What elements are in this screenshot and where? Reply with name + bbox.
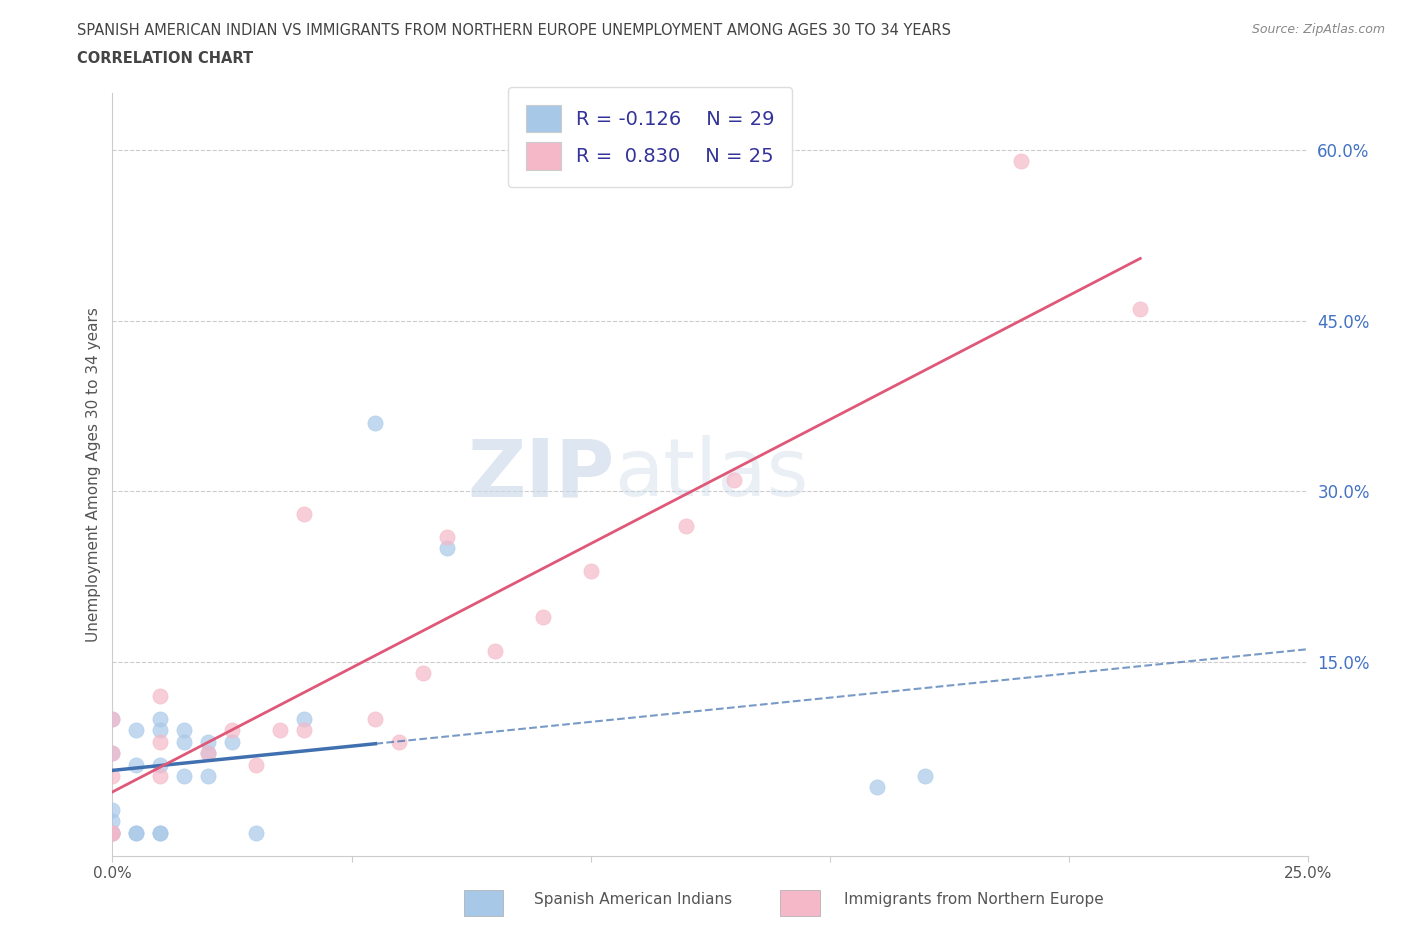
Text: SPANISH AMERICAN INDIAN VS IMMIGRANTS FROM NORTHERN EUROPE UNEMPLOYMENT AMONG AG: SPANISH AMERICAN INDIAN VS IMMIGRANTS FR… [77,23,952,38]
Point [149,826,172,841]
Point [866,780,889,795]
Point [101,803,124,817]
Point [101,711,124,726]
Point [914,768,936,783]
Point [364,416,387,431]
Point [101,826,124,841]
Point [221,723,243,737]
Point [149,826,172,841]
Point [292,711,315,726]
Text: Source: ZipAtlas.com: Source: ZipAtlas.com [1251,23,1385,36]
Y-axis label: Unemployment Among Ages 30 to 34 years: Unemployment Among Ages 30 to 34 years [86,307,101,642]
Point [269,723,291,737]
Point [125,826,148,841]
Text: Spanish American Indians: Spanish American Indians [534,892,733,907]
Point [364,711,387,726]
Point [197,768,219,783]
Point [292,723,315,737]
Text: Immigrants from Northern Europe: Immigrants from Northern Europe [844,892,1104,907]
Point [149,768,172,783]
Point [149,723,172,737]
Point [221,735,243,750]
Text: atlas: atlas [614,435,808,513]
Point [125,723,148,737]
Point [101,746,124,761]
Text: CORRELATION CHART: CORRELATION CHART [77,51,253,66]
Point [125,826,148,841]
Point [101,826,124,841]
Point [436,529,458,544]
Point [101,711,124,726]
Point [101,826,124,841]
Point [173,723,195,737]
Point [1010,153,1032,168]
Text: ZIP: ZIP [467,435,614,513]
Point [197,746,219,761]
Point [101,814,124,829]
Point [388,735,411,750]
Point [101,826,124,841]
Point [197,735,219,750]
Point [292,507,315,522]
Point [436,541,458,556]
Point [125,757,148,772]
Point [149,735,172,750]
Point [173,735,195,750]
Point [149,757,172,772]
Point [412,666,434,681]
Legend: R = -0.126    N = 29, R =  0.830    N = 25: R = -0.126 N = 29, R = 0.830 N = 25 [508,87,793,187]
Point [101,746,124,761]
Point [197,746,219,761]
Point [149,689,172,704]
Point [173,768,195,783]
Point [245,757,267,772]
Point [101,768,124,783]
Point [531,609,554,624]
Point [101,826,124,841]
Point [579,564,602,578]
Point [484,644,506,658]
Point [245,826,267,841]
Point [723,472,745,487]
Point [675,518,697,533]
Point [1129,302,1152,317]
Point [149,711,172,726]
